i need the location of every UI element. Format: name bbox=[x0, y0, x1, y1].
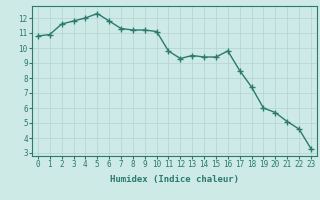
X-axis label: Humidex (Indice chaleur): Humidex (Indice chaleur) bbox=[110, 175, 239, 184]
